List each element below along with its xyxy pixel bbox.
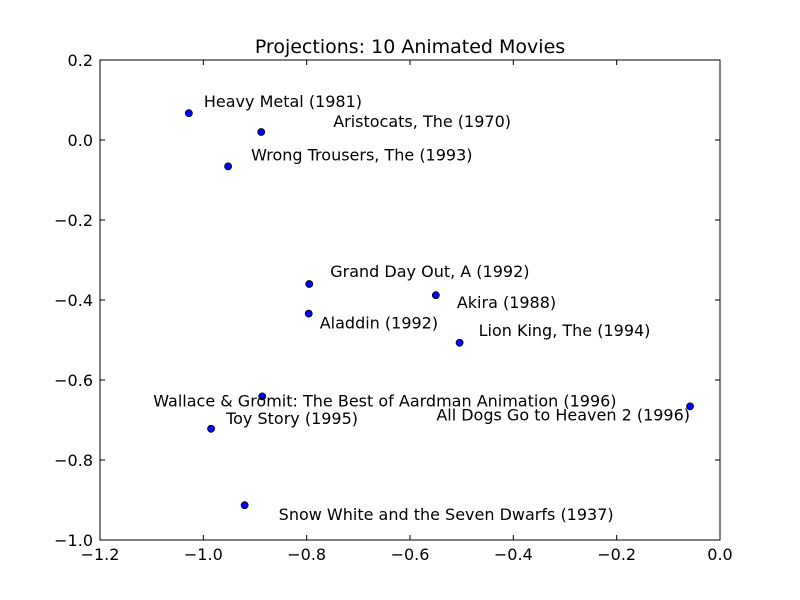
- point-label: Akira (1988): [457, 293, 556, 312]
- data-point: [257, 128, 266, 136]
- point-label: Grand Day Out, A (1992): [330, 262, 529, 281]
- data-point: [184, 109, 193, 118]
- axis-ticks: −1.2 −1.0 −0.8 −0.6 −0.4 −0.2 0.00.20.0−0.2−0.…: [54, 51, 733, 564]
- y-tick-label: −0.2: [54, 211, 93, 230]
- data-point: [240, 501, 249, 510]
- x-tick-label: 0.0: [707, 545, 732, 564]
- data-point: [224, 162, 233, 171]
- point-label: All Dogs Go to Heaven 2 (1996): [436, 405, 690, 424]
- data-point: [455, 338, 464, 347]
- y-tick-label: 0.2: [68, 51, 93, 70]
- x-tick-label: −0.2: [597, 545, 636, 564]
- y-tick-label: −0.8: [54, 451, 93, 470]
- data-point: [431, 291, 440, 300]
- data-point: [258, 392, 267, 401]
- data-point: [304, 309, 313, 318]
- y-tick-label: −0.6: [54, 371, 93, 390]
- x-tick-label: −0.4: [494, 545, 533, 564]
- point-label: Lion King, The (1994): [479, 321, 651, 340]
- y-tick-label: −0.4: [54, 291, 93, 310]
- x-tick-label: −0.6: [391, 545, 430, 564]
- point-labels: Heavy Metal (1981)Aristocats, The (1970)…: [153, 92, 690, 524]
- point-label: Aladdin (1992): [320, 314, 438, 333]
- data-point: [305, 280, 314, 288]
- x-tick-label: −1.2: [81, 545, 120, 564]
- data-point: [207, 424, 215, 433]
- y-tick-label: 0.0: [68, 131, 93, 150]
- chart-title: Projections: 10 Animated Movies: [255, 36, 565, 58]
- x-tick-label: −1.0: [184, 545, 223, 564]
- y-tick-label: −1.0: [54, 531, 93, 550]
- plot-area: [99, 59, 721, 541]
- data-points: [184, 109, 694, 510]
- data-point: [686, 402, 694, 411]
- point-label: Toy Story (1995): [225, 409, 358, 428]
- point-label: Aristocats, The (1970): [333, 112, 511, 131]
- point-label: Wallace & Gromit: The Best of Aardman An…: [153, 391, 616, 410]
- point-label: Wrong Trousers, The (1993): [251, 145, 472, 164]
- point-label: Snow White and the Seven Dwarfs (1937): [279, 505, 614, 524]
- point-label: Heavy Metal (1981): [204, 92, 362, 111]
- x-tick-label: −0.8: [287, 545, 326, 564]
